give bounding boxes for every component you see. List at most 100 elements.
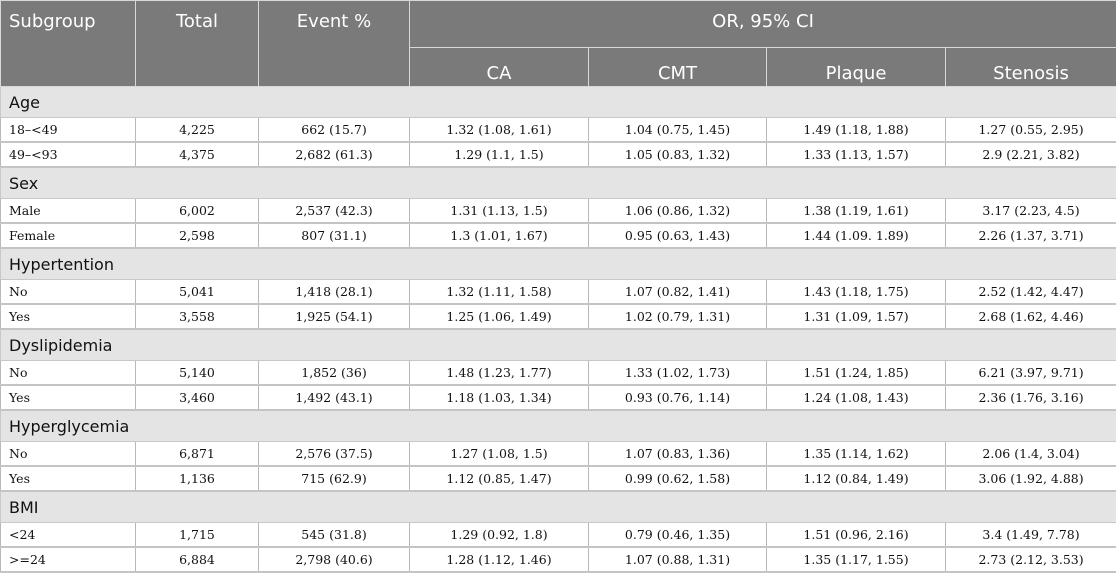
cell-plaque: 1.24 (1.08, 1.43) [767, 385, 946, 410]
cell-plaque: 1.35 (1.14, 1.62) [767, 442, 946, 467]
cell-event-pct: 1,492 (43.1) [259, 385, 410, 410]
cell-cmt: 1.07 (0.82, 1.41) [589, 280, 767, 305]
cell-ca: 1.32 (1.08, 1.61) [410, 118, 589, 143]
cell-stenosis: 3.4 (1.49, 7.78) [946, 523, 1116, 548]
cell-plaque: 1.35 (1.17, 1.55) [767, 547, 946, 572]
row-label: 18–<49 [1, 118, 136, 143]
cell-event-pct: 545 (31.8) [259, 523, 410, 548]
group-label: Age [1, 87, 1116, 118]
row-label: 49–<93 [1, 142, 136, 167]
cell-event-pct: 715 (62.9) [259, 466, 410, 491]
cell-total: 4,225 [136, 118, 259, 143]
cell-total: 3,558 [136, 304, 259, 329]
cell-event-pct: 662 (15.7) [259, 118, 410, 143]
cell-ca: 1.25 (1.06, 1.49) [410, 304, 589, 329]
cell-cmt: 1.07 (0.83, 1.36) [589, 442, 767, 467]
group-row: Hyperglycemia [1, 410, 1116, 442]
cell-stenosis: 2.9 (2.21, 3.82) [946, 142, 1116, 167]
cell-stenosis: 1.27 (0.55, 2.95) [946, 118, 1116, 143]
cell-ca: 1.31 (1.13, 1.5) [410, 199, 589, 224]
cell-plaque: 1.44 (1.09. 1.89) [767, 223, 946, 248]
row-label: <24 [1, 523, 136, 548]
row-label: Yes [1, 385, 136, 410]
cell-plaque: 1.51 (0.96, 2.16) [767, 523, 946, 548]
cell-total: 1,715 [136, 523, 259, 548]
cell-event-pct: 807 (31.1) [259, 223, 410, 248]
cell-total: 5,041 [136, 280, 259, 305]
header-stenosis: Stenosis [946, 48, 1116, 87]
group-row: Age [1, 87, 1116, 118]
cell-stenosis: 2.26 (1.37, 3.71) [946, 223, 1116, 248]
cell-event-pct: 2,798 (40.6) [259, 547, 410, 572]
cell-cmt: 0.93 (0.76, 1.14) [589, 385, 767, 410]
cell-plaque: 1.51 (1.24, 1.85) [767, 361, 946, 386]
cell-event-pct: 1,925 (54.1) [259, 304, 410, 329]
cell-plaque: 1.31 (1.09, 1.57) [767, 304, 946, 329]
header-ca: CA [410, 48, 589, 87]
cell-ca: 1.27 (1.08, 1.5) [410, 442, 589, 467]
row-label: Yes [1, 304, 136, 329]
row-label: No [1, 361, 136, 386]
cell-event-pct: 2,576 (37.5) [259, 442, 410, 467]
group-row: Hypertention [1, 248, 1116, 280]
header-or-ci: OR, 95% CI [410, 1, 1116, 48]
header-total: Total [136, 1, 259, 87]
cell-event-pct: 2,682 (61.3) [259, 142, 410, 167]
table-header: Subgroup Total Event % OR, 95% CI CA CMT… [1, 1, 1116, 87]
cell-cmt: 1.07 (0.88, 1.31) [589, 547, 767, 572]
cell-cmt: 0.95 (0.63, 1.43) [589, 223, 767, 248]
row-label: No [1, 280, 136, 305]
cell-total: 3,460 [136, 385, 259, 410]
group-row: Dyslipidemia [1, 329, 1116, 361]
cell-cmt: 1.02 (0.79, 1.31) [589, 304, 767, 329]
cell-event-pct: 2,537 (42.3) [259, 199, 410, 224]
cell-total: 2,598 [136, 223, 259, 248]
cell-ca: 1.29 (1.1, 1.5) [410, 142, 589, 167]
row-label: Female [1, 223, 136, 248]
cell-stenosis: 3.17 (2.23, 4.5) [946, 199, 1116, 224]
header-plaque: Plaque [767, 48, 946, 87]
group-row: Sex [1, 167, 1116, 199]
cell-plaque: 1.43 (1.18, 1.75) [767, 280, 946, 305]
cell-plaque: 1.33 (1.13, 1.57) [767, 142, 946, 167]
cell-stenosis: 2.68 (1.62, 4.46) [946, 304, 1116, 329]
cell-ca: 1.28 (1.12, 1.46) [410, 547, 589, 572]
cell-ca: 1.48 (1.23, 1.77) [410, 361, 589, 386]
group-label: Hyperglycemia [1, 410, 1116, 442]
cell-plaque: 1.49 (1.18, 1.88) [767, 118, 946, 143]
cell-total: 6,884 [136, 547, 259, 572]
row-label: Yes [1, 466, 136, 491]
header-event-pct: Event % [259, 1, 410, 87]
cell-cmt: 0.99 (0.62, 1.58) [589, 466, 767, 491]
cell-stenosis: 2.52 (1.42, 4.47) [946, 280, 1116, 305]
cell-ca: 1.12 (0.85, 1.47) [410, 466, 589, 491]
group-row: BMI [1, 491, 1116, 523]
cell-total: 4,375 [136, 142, 259, 167]
cell-cmt: 1.33 (1.02, 1.73) [589, 361, 767, 386]
cell-cmt: 1.05 (0.83, 1.32) [589, 142, 767, 167]
cell-total: 6,002 [136, 199, 259, 224]
cell-total: 5,140 [136, 361, 259, 386]
group-label: Hypertention [1, 248, 1116, 280]
row-label: Male [1, 199, 136, 224]
cell-ca: 1.29 (0.92, 1.8) [410, 523, 589, 548]
cell-total: 6,871 [136, 442, 259, 467]
group-label: BMI [1, 491, 1116, 523]
cell-stenosis: 3.06 (1.92, 4.88) [946, 466, 1116, 491]
row-label: No [1, 442, 136, 467]
cell-cmt: 1.06 (0.86, 1.32) [589, 199, 767, 224]
cell-cmt: 1.04 (0.75, 1.45) [589, 118, 767, 143]
cell-stenosis: 2.36 (1.76, 3.16) [946, 385, 1116, 410]
header-cmt: CMT [589, 48, 767, 87]
